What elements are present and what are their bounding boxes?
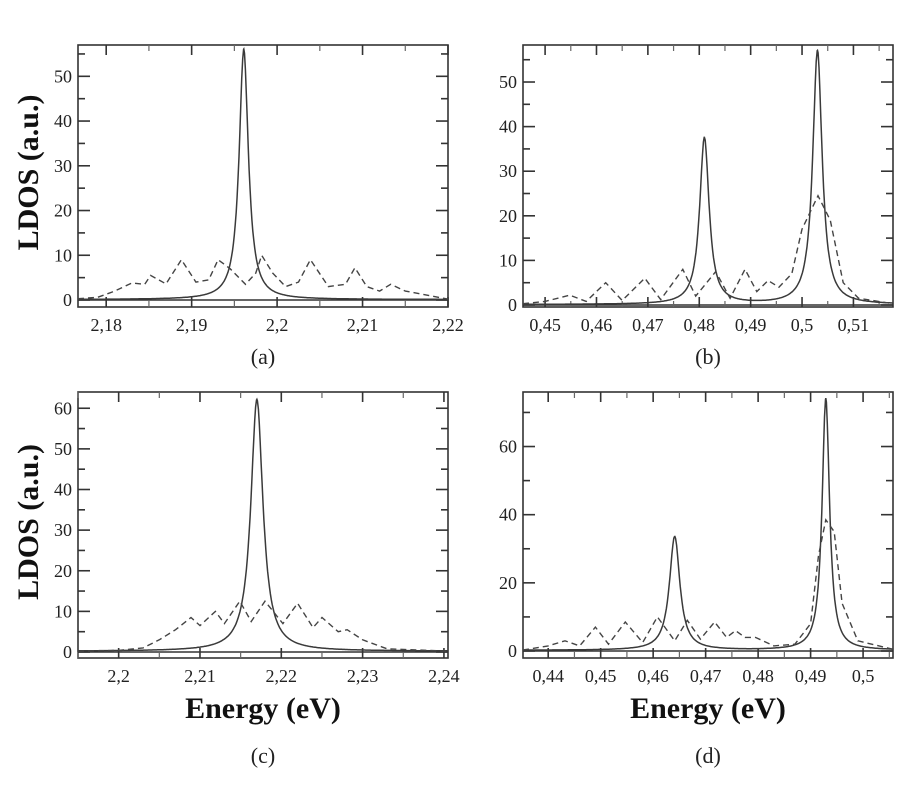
x-tick-label: 2,2	[266, 315, 289, 335]
x-tick-label: 2,19	[176, 315, 208, 335]
x-tick-label: 0,48	[684, 315, 716, 335]
y-tick-label: 10	[54, 245, 72, 265]
panel-a: 2,18 2,19 2,2 2,21 2,22 0 10 20 30 40 50 LDOS (a.u.…	[12, 44, 464, 369]
y-tick-label: 40	[499, 117, 517, 137]
x-tick-label: 2,23	[347, 666, 379, 686]
y-tick-label: 0	[63, 642, 72, 662]
y-tick-label: 20	[499, 573, 517, 593]
y-tick-label: 30	[499, 161, 517, 181]
x-tick-label: 0,47	[690, 666, 722, 686]
y-tick-label: 0	[508, 295, 517, 315]
x-tick-label: 0,48	[742, 666, 774, 686]
y-axis-title: LDOS (a.u.)	[12, 444, 45, 600]
y-tick-label: 40	[54, 480, 72, 500]
series-dashed-line	[522, 518, 894, 651]
panel-d: 0,44 0,45 0,46 0,47 0,48 0,49 0,5 0 20 40 60 Energy…	[499, 391, 894, 768]
panel-caption: (d)	[695, 743, 721, 768]
y-tick-label: 30	[54, 156, 72, 176]
y-tick-label: 60	[499, 437, 517, 457]
y-tick-label: 50	[54, 439, 72, 459]
y-tick-label: 0	[63, 290, 72, 310]
series-solid-line	[523, 48, 893, 306]
x-axis-title: Energy (eV)	[185, 692, 341, 725]
x-tick-label: 0,44	[532, 666, 564, 686]
series-solid-line	[78, 397, 448, 652]
x-tick-label: 0,46	[637, 666, 669, 686]
panel-caption: (a)	[251, 344, 275, 369]
y-tick-label: 60	[54, 398, 72, 418]
x-tick-label: 0,5	[852, 666, 875, 686]
y-tick-label: 50	[54, 66, 72, 86]
y-axis-title: LDOS (a.u.)	[12, 95, 45, 251]
x-tick-label: 2,21	[184, 666, 216, 686]
x-tick-label: 0,46	[581, 315, 613, 335]
y-tick-label: 40	[499, 505, 517, 525]
series-solid-line	[78, 47, 448, 301]
panel-caption: (b)	[695, 344, 721, 369]
y-tick-label: 0	[508, 641, 517, 661]
y-tick-label: 30	[54, 520, 72, 540]
plot-frame	[522, 44, 894, 308]
series-dashed-line	[77, 253, 449, 300]
x-tick-label: 0,45	[585, 666, 617, 686]
y-tick-label: 10	[499, 250, 517, 270]
y-tick-label: 50	[499, 72, 517, 92]
x-tick-label: 2,24	[428, 666, 460, 686]
series-solid-line	[523, 397, 893, 651]
x-tick-label: 2,22	[432, 315, 464, 335]
plot-frame	[77, 44, 449, 308]
plot-frame	[522, 391, 894, 659]
x-tick-label: 2,2	[107, 666, 130, 686]
y-tick-label: 20	[54, 561, 72, 581]
x-tick-label: 0,47	[632, 315, 664, 335]
x-tick-label: 0,51	[838, 315, 870, 335]
y-tick-label: 20	[499, 206, 517, 226]
x-tick-label: 0,5	[791, 315, 814, 335]
panel-c: 2,2 2,21 2,22 2,23 2,24 0 10 20 30 40 50 60 LDOS (a.…	[12, 391, 460, 768]
y-tick-label: 10	[54, 601, 72, 621]
plot-frame	[77, 391, 449, 659]
x-tick-label: 2,22	[266, 666, 298, 686]
series-dashed-line	[77, 599, 449, 652]
series-dashed-line	[522, 194, 894, 305]
panel-b: 0,45 0,46 0,47 0,48 0,49 0,5 0,51 0 10 20 30 40 50 (b…	[499, 44, 894, 369]
x-axis-title: Energy (eV)	[630, 692, 786, 725]
x-tick-label: 0,49	[795, 666, 827, 686]
x-tick-label: 2,21	[347, 315, 379, 335]
x-tick-label: 2,18	[90, 315, 122, 335]
y-tick-label: 40	[54, 111, 72, 131]
y-tick-label: 20	[54, 201, 72, 221]
x-tick-label: 0,49	[735, 315, 767, 335]
panel-caption: (c)	[251, 743, 275, 768]
x-tick-label: 0,45	[529, 315, 561, 335]
